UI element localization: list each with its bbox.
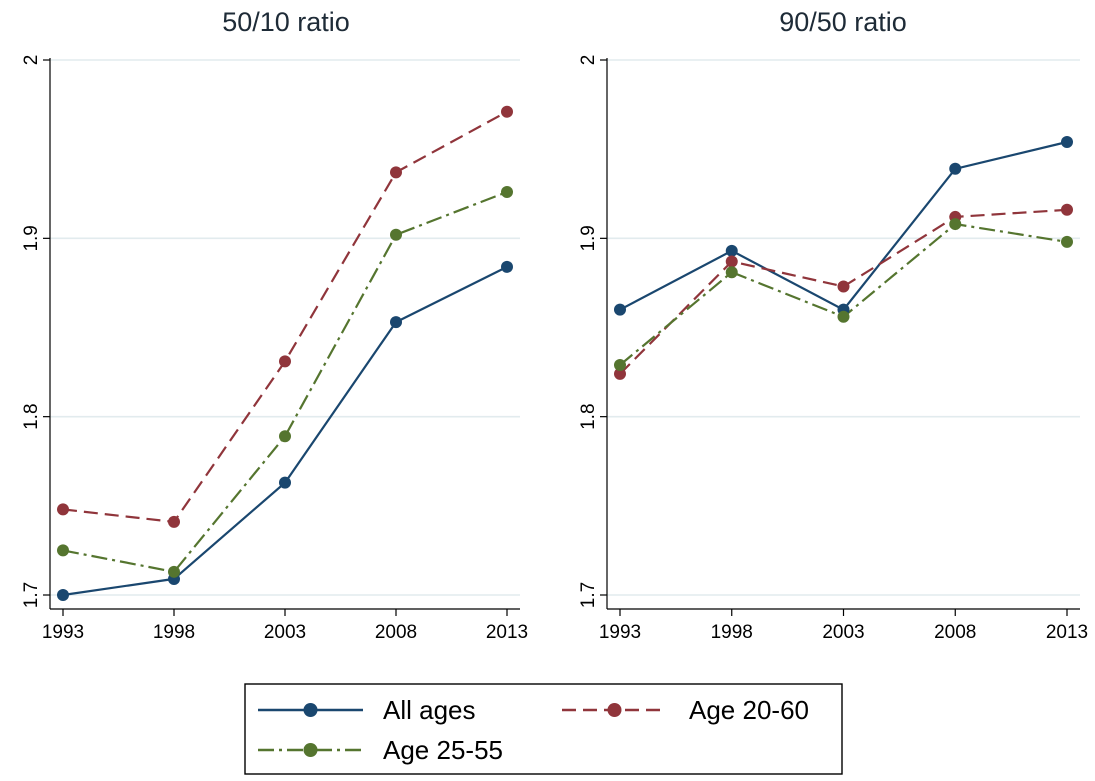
panel-2-title: 90/50 ratio xyxy=(779,7,907,37)
panel-2-series-1-point xyxy=(725,244,738,257)
panel-1-series-3-point xyxy=(279,430,291,443)
legend-box xyxy=(244,683,843,775)
panel-1-y-tick-label: 1.7 xyxy=(21,582,42,608)
panel-1-series-1-point xyxy=(57,589,69,601)
panel-1-series-1-point xyxy=(501,260,513,273)
panel-1-series-2-line xyxy=(62,110,508,524)
panel-1-series-1-point xyxy=(390,316,402,329)
panel-2-series-3-point xyxy=(725,266,738,279)
panel-2-y-tick-label: 2 xyxy=(578,55,599,66)
panel-2-y-tick-label: 1.7 xyxy=(578,582,599,608)
legend-key-marker xyxy=(303,703,318,717)
panel-2-series-2-line xyxy=(619,208,1068,375)
panel-1-series-3-point xyxy=(501,185,513,198)
panel-1-x-tick-label: 2008 xyxy=(375,622,417,643)
panel-1-series-3-point xyxy=(57,544,69,557)
panel-2-x-tick-label: 2013 xyxy=(1046,622,1088,643)
legend-label: Age 20-60 xyxy=(689,695,809,725)
panel-1-y-tick-label: 1.8 xyxy=(21,403,42,429)
panel-2-series-1-point xyxy=(614,303,626,316)
panel-1-x-tick-label: 2003 xyxy=(264,622,306,643)
panel-2-series-3-point xyxy=(1061,235,1073,248)
panel-1-series-2-point xyxy=(168,515,180,528)
panel-1-series-2-point xyxy=(390,166,402,179)
panel-1-x-tick-label: 1998 xyxy=(153,622,195,643)
panel-2-series-3-point xyxy=(949,218,962,231)
panel-2-x-tick-label: 1998 xyxy=(711,622,753,643)
panel-2-series-3-line xyxy=(619,222,1068,366)
panel-2-y-tick-label: 1.8 xyxy=(578,403,599,429)
panel-2-series-2-point xyxy=(1061,203,1073,216)
panel-2-series-3-point xyxy=(837,310,850,323)
panel-2-series-3-point xyxy=(614,358,626,371)
panel-1-y-tick-label: 1.9 xyxy=(21,225,42,251)
panel-2-series-2-point xyxy=(837,280,850,293)
panel-1-y-tick-label: 2 xyxy=(21,55,42,66)
panel-1-series-3-point xyxy=(390,228,402,241)
panel-2-y-tick-label: 1.9 xyxy=(578,225,599,251)
panel-1-title: 50/10 ratio xyxy=(222,7,350,37)
legend-label: All ages xyxy=(383,695,476,725)
panel-1-series-3-point xyxy=(168,565,180,578)
panel-2-x-tick-label: 2003 xyxy=(822,622,864,643)
panel-1-series-2-point xyxy=(501,105,513,118)
panel-2-x-tick-label: 2008 xyxy=(934,622,976,643)
panel-1-series-2-point xyxy=(57,503,69,516)
panel-2-x-tick-label: 1993 xyxy=(599,622,641,643)
panel-1-series-3-line xyxy=(62,190,508,574)
panel-2-series-1-point xyxy=(949,162,962,175)
panel-1-series-1-point xyxy=(279,476,291,489)
legend-key-marker xyxy=(303,743,318,757)
legend-key-marker xyxy=(607,703,622,717)
panel-2-series-1-point xyxy=(1061,136,1073,149)
panel-2-series-2-point xyxy=(725,255,738,268)
panel-1-series-2-point xyxy=(279,355,291,368)
panel-1-x-tick-label: 1993 xyxy=(42,622,84,643)
legend-label: Age 25-55 xyxy=(383,735,503,765)
panel-2-series-2-point xyxy=(614,367,626,380)
panel-1-x-tick-label: 2013 xyxy=(486,622,528,643)
